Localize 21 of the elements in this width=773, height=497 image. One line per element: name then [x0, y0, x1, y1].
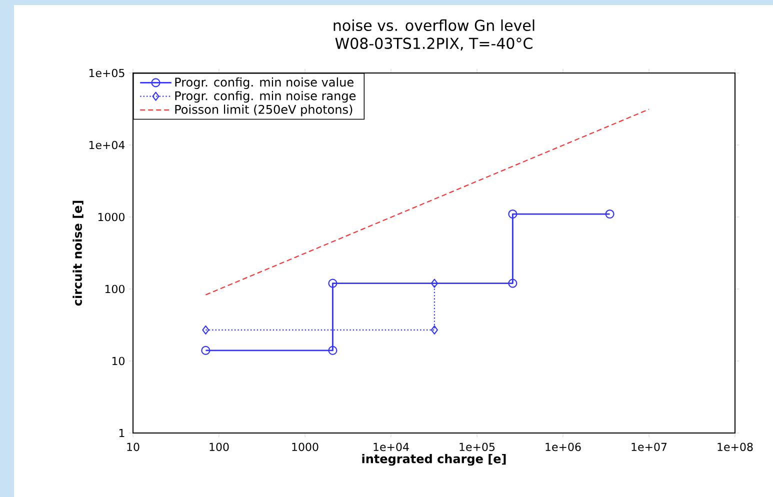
- y-tick-label: 1: [119, 428, 124, 437]
- x-tick-label: 10: [127, 442, 140, 452]
- x-tick-label: 1e+05: [460, 442, 495, 452]
- x-axis-title: integrated charge [e]: [362, 454, 506, 466]
- y-tick-label: 1e+04: [89, 140, 125, 150]
- x-tick-label: 1e+07: [632, 442, 667, 452]
- x-tick-label: 1e+04: [374, 442, 409, 452]
- y-axis-title: circuit noise [e]: [72, 200, 84, 306]
- chart-title: noise vs. overflow Gn level: [334, 19, 534, 32]
- legend-label: Progr. config. min noise value: [175, 77, 354, 90]
- x-tick-label: 1e+08: [718, 442, 753, 452]
- legend-label: Poisson limit (250eV photons): [175, 104, 352, 116]
- y-tick-label: 1e+05: [89, 68, 124, 78]
- x-tick-label: 100: [210, 442, 229, 452]
- legend-label: Progr. config. min noise range: [175, 91, 356, 103]
- chart-subtitle: W08-03TS1.2PIX, T=-40°C: [335, 38, 532, 51]
- x-tick-label: 1000: [292, 442, 318, 452]
- y-tick-label: 100: [105, 284, 124, 294]
- y-tick-label: 10: [112, 356, 124, 366]
- x-tick-label: 1e+06: [546, 442, 581, 452]
- y-tick-label: 1000: [98, 212, 124, 222]
